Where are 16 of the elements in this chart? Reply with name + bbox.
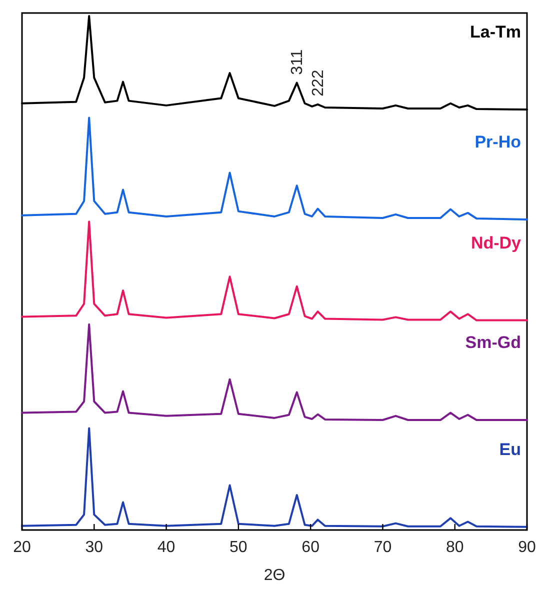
annotation: 311: [288, 49, 306, 75]
text: Pr-Ho: [474, 132, 521, 152]
x-axis-title: 2Θ: [264, 567, 286, 584]
x-tick-label: 90: [518, 539, 536, 556]
x-tick-label: 70: [374, 539, 392, 556]
x-tick-label: 30: [85, 539, 104, 556]
annotation: 222: [310, 70, 327, 96]
text: Nd-Dy: [470, 233, 522, 252]
text: Eu: [499, 440, 521, 459]
x-tick-label: 40: [157, 539, 176, 556]
x-tick-label: 80: [446, 539, 464, 556]
x-tick-label: 60: [302, 539, 320, 556]
text: Sm-Gd: [465, 333, 521, 352]
x-tick-label: 50: [230, 539, 248, 556]
text: La-Tm: [470, 22, 521, 42]
x-tick-label: 20: [13, 539, 31, 556]
